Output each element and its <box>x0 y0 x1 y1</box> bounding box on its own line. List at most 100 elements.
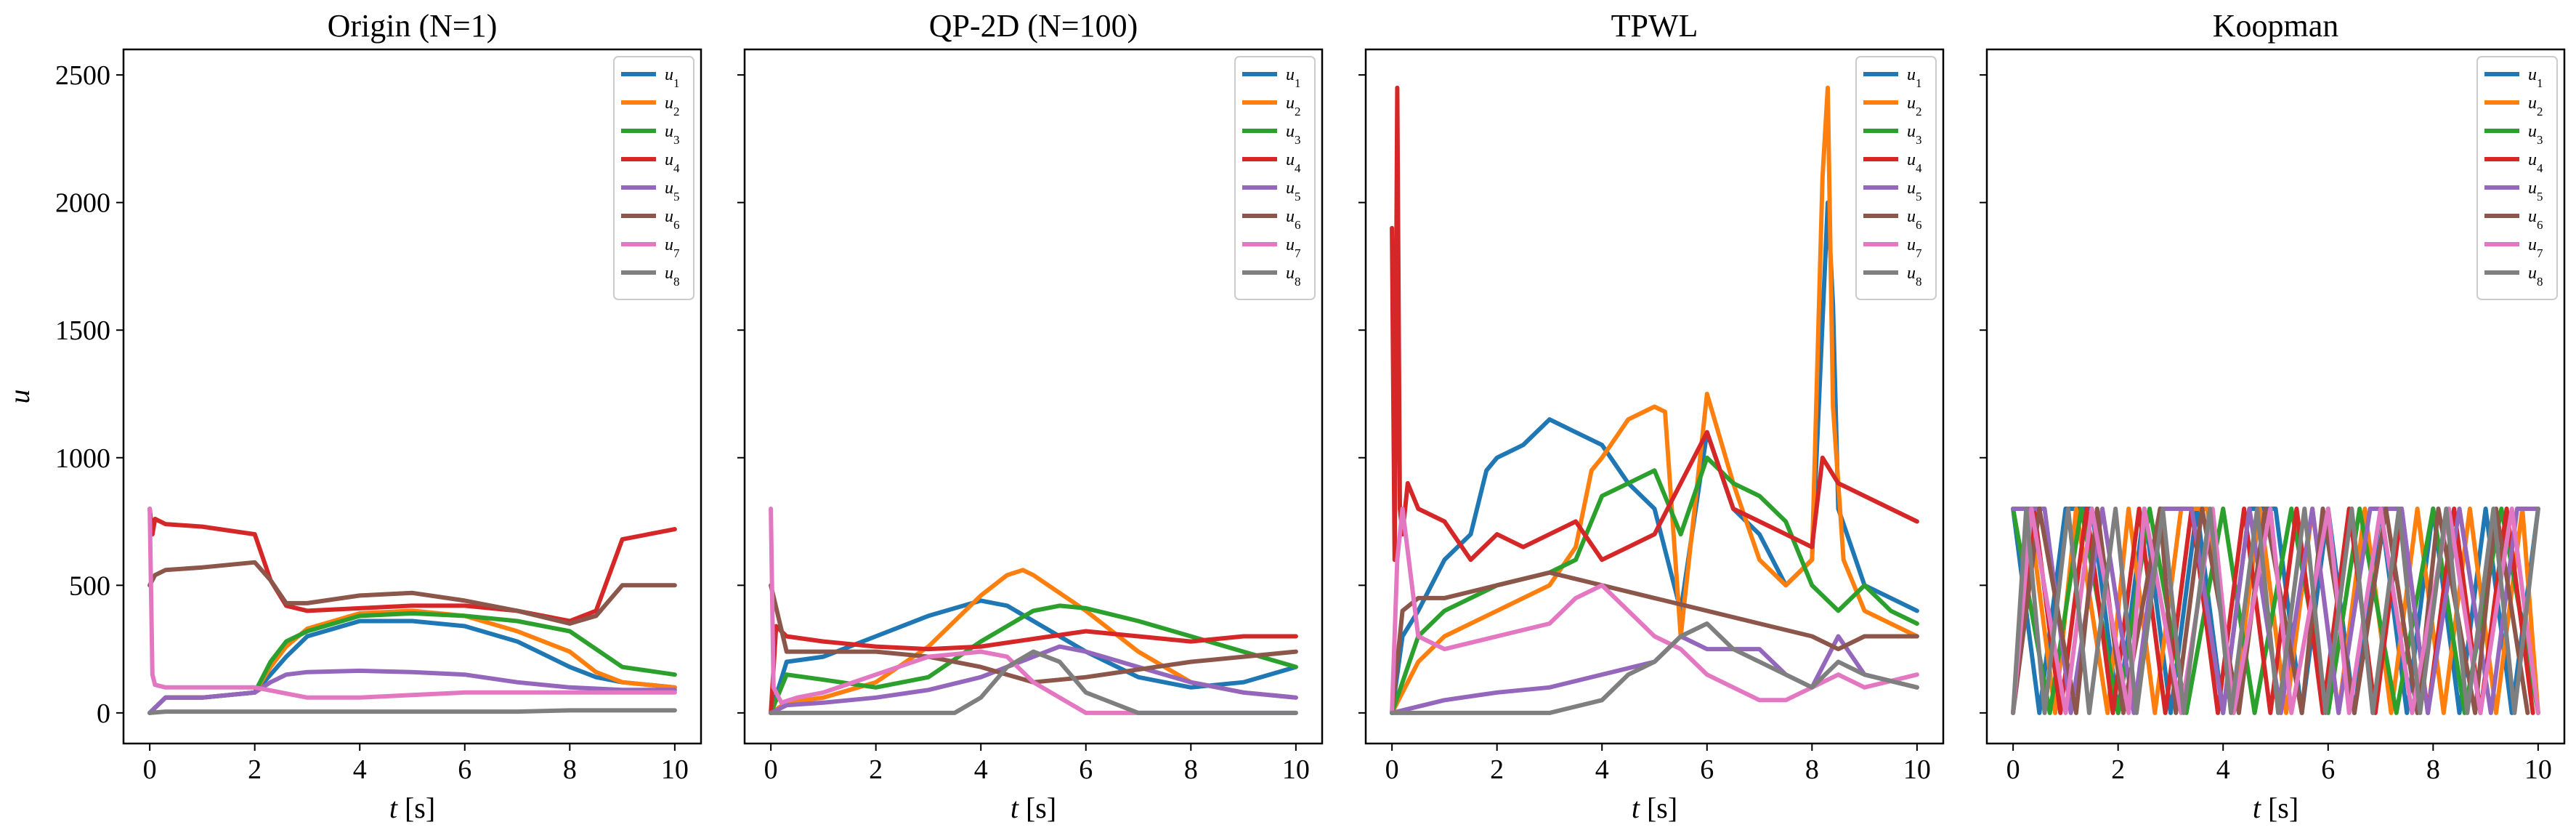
series-line-u6 <box>147 560 677 626</box>
legend-label: u7 <box>665 235 680 260</box>
x-axis-label: t [s] <box>389 791 435 824</box>
legend-label: u2 <box>1286 94 1301 118</box>
legend-label: u5 <box>1907 179 1922 204</box>
chart-title: TPWL <box>1611 8 1698 44</box>
series-line-u6 <box>769 583 1298 685</box>
x-tick-label: 10 <box>661 754 689 785</box>
legend-label: u1 <box>665 65 680 90</box>
legend-label: u7 <box>1286 235 1301 260</box>
legend: u1 u2 u3 u4 u5 u6 u7 u8 <box>1234 56 1316 300</box>
legend-label: u5 <box>1286 179 1301 204</box>
series-line-u6 <box>1390 570 1919 715</box>
series-line-u4 <box>769 624 1298 715</box>
legend-label: u7 <box>2528 235 2543 260</box>
y-axis-label: u <box>3 390 36 404</box>
series-line-u5 <box>147 668 677 715</box>
x-tick-label: 4 <box>2216 754 2230 785</box>
chart-panel-1: 0 2 4 6 8 10 0 500 1000 1500 2000 2500 Origin (N=1) t… <box>3 8 702 824</box>
x-axis-label: t [s] <box>2253 791 2298 824</box>
series-group <box>1390 85 1919 715</box>
series-line-u7 <box>1390 507 1919 715</box>
legend-label: u1 <box>1907 65 1922 90</box>
x-tick-label: 10 <box>1903 754 1931 785</box>
legend-label: u6 <box>1286 207 1301 232</box>
legend-label: u4 <box>1907 150 1922 175</box>
x-axis-label: t [s] <box>1632 791 1677 824</box>
x-tick-label: 8 <box>2426 754 2440 785</box>
y-tick-label: 500 <box>69 571 110 601</box>
x-tick-label: 2 <box>869 754 883 785</box>
legend-label: u6 <box>1907 207 1922 232</box>
x-tick-label: 0 <box>2006 754 2020 785</box>
x-tick-label: 0 <box>1385 754 1399 785</box>
series-line-u7 <box>147 507 677 700</box>
series-group <box>769 507 1298 715</box>
legend-label: u8 <box>1907 264 1922 289</box>
legend-label: u4 <box>665 150 680 175</box>
chart-title: Koopman <box>2213 8 2339 44</box>
y-tick-label: 1500 <box>55 315 110 346</box>
x-tick-label: 0 <box>143 754 157 785</box>
x-tick-label: 6 <box>1079 754 1093 785</box>
series-line-u4 <box>147 507 677 624</box>
series-line-u3 <box>769 603 1298 715</box>
x-tick-label: 4 <box>1595 754 1609 785</box>
x-tick-label: 10 <box>2524 754 2552 785</box>
series-line-u8 <box>147 708 677 715</box>
x-tick-label: 0 <box>764 754 778 785</box>
x-tick-label: 2 <box>2111 754 2125 785</box>
series-line-u7 <box>2011 507 2540 715</box>
x-tick-label: 6 <box>1700 754 1714 785</box>
legend-box <box>1234 56 1316 300</box>
y-tick-label: 2000 <box>55 188 110 219</box>
series-line-u5 <box>2011 507 2540 715</box>
legend-box <box>613 56 694 300</box>
legend-label: u2 <box>2528 94 2543 118</box>
legend-label: u3 <box>665 122 680 147</box>
y-tick-label: 0 <box>97 698 110 729</box>
legend-label: u8 <box>665 264 680 289</box>
series-line-u2 <box>1390 85 1919 715</box>
x-tick-label: 6 <box>458 754 471 785</box>
series-line-u5 <box>769 644 1298 715</box>
chart-title: QP-2D (N=100) <box>929 8 1138 44</box>
axes-frame <box>1364 48 1945 745</box>
series-line-u8 <box>1390 621 1919 715</box>
series-line-u6 <box>2011 507 2530 715</box>
series-line-u2 <box>147 608 677 715</box>
legend-label: u3 <box>1907 122 1922 147</box>
legend-label: u6 <box>2528 207 2543 232</box>
series-line-u3 <box>147 611 677 715</box>
chart-panel-4: 0 2 4 6 8 10 Koopman t [s] u1 u2 u3 u4 u5 u6 u7 u8 <box>1980 8 2566 824</box>
series-line-u1 <box>769 598 1298 715</box>
x-tick-label: 2 <box>1490 754 1504 785</box>
x-tick-label: 8 <box>563 754 577 785</box>
legend-label: u4 <box>2528 150 2543 175</box>
chart-panel-3: 0 2 4 6 8 10 TPWL t [s] u1 u2 u3 u4 u5 u6 u7 u8 <box>1358 8 1945 824</box>
x-tick-label: 10 <box>1282 754 1310 785</box>
x-tick-label: 8 <box>1805 754 1819 785</box>
series-line-u4 <box>2011 507 2535 715</box>
series-line-u1 <box>147 619 677 715</box>
series-group <box>2011 507 2540 715</box>
legend-label: u5 <box>665 179 680 204</box>
legend-box <box>1855 56 1937 300</box>
x-tick-label: 8 <box>1184 754 1198 785</box>
legend-box <box>2476 56 2558 300</box>
series-line-u8 <box>2011 507 2540 715</box>
x-tick-label: 2 <box>248 754 262 785</box>
series-line-u8 <box>769 649 1298 715</box>
legend-label: u1 <box>2528 65 2543 90</box>
x-tick-label: 6 <box>2321 754 2335 785</box>
chart-title: Origin (N=1) <box>328 8 498 44</box>
legend: u1 u2 u3 u4 u5 u6 u7 u8 <box>613 56 694 300</box>
axes-frame <box>122 48 702 745</box>
axes-frame <box>1985 48 2566 745</box>
legend-label: u6 <box>665 207 680 232</box>
legend-label: u8 <box>1286 264 1301 289</box>
legend-label: u2 <box>665 94 680 118</box>
legend-label: u4 <box>1286 150 1301 175</box>
legend-label: u7 <box>1907 235 1922 260</box>
